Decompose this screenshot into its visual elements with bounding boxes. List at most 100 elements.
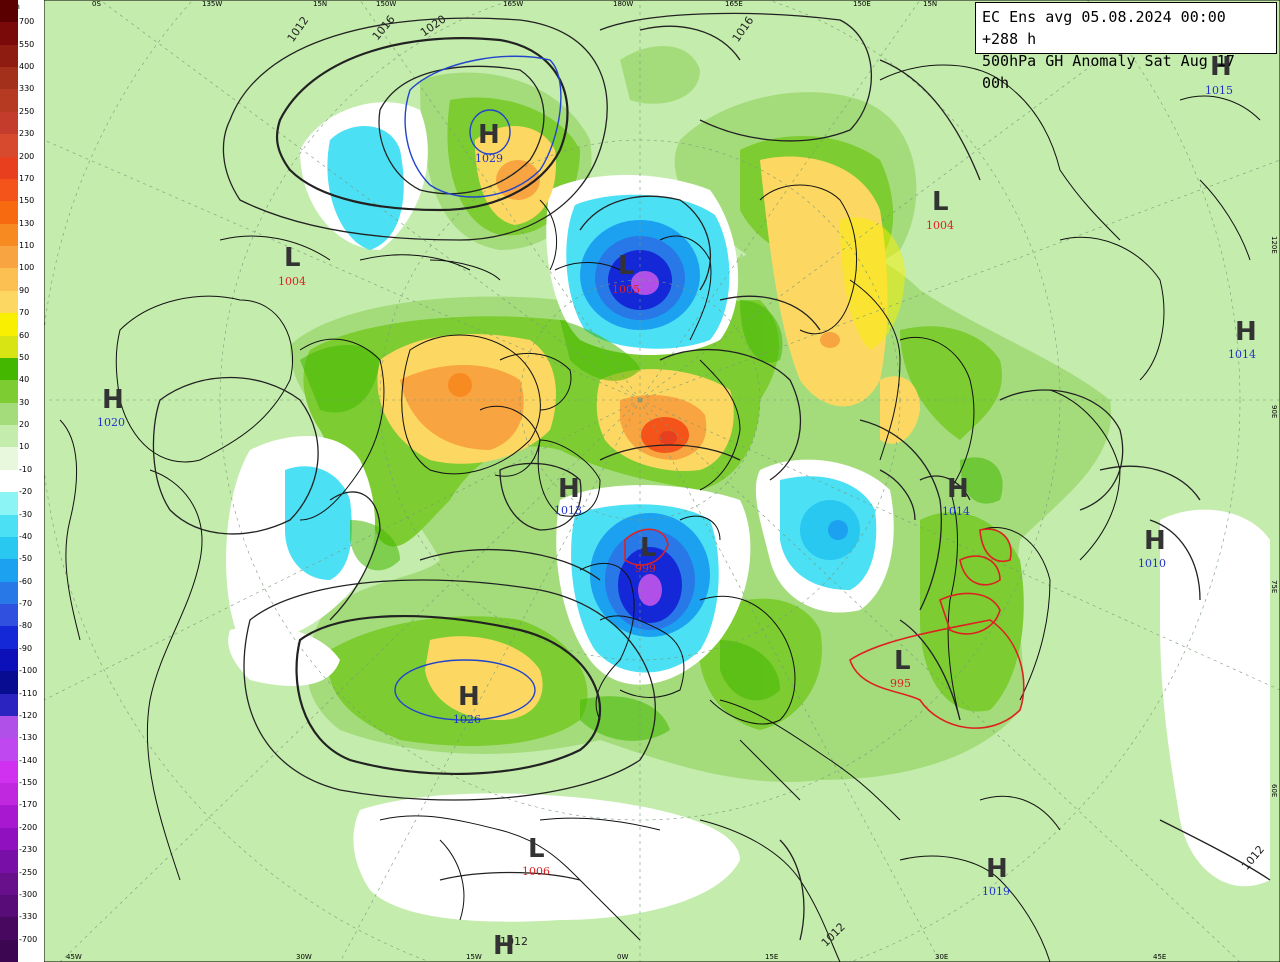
svg-text:180W: 180W: [613, 0, 633, 8]
legend-swatch: [0, 894, 18, 918]
legend-tick-label: 400: [19, 62, 35, 72]
legend-tick-label: -170: [19, 800, 38, 810]
svg-text:1010: 1010: [1138, 557, 1166, 570]
legend-tick-label: 250: [19, 106, 35, 116]
legend-tick-label: 40: [19, 375, 30, 385]
legend-tick-label: -90: [19, 643, 33, 653]
legend-tick-label: -80: [19, 621, 33, 631]
legend-tick-label: 20: [19, 420, 30, 430]
legend-swatch: [0, 626, 18, 650]
legend-tick-label: 150: [19, 196, 35, 206]
anomaly-map: 0S 135W 15N 150W 165W 180W 165E 150E 15N…: [44, 0, 1280, 962]
legend-swatch: [0, 604, 18, 627]
svg-text:999: 999: [635, 562, 656, 575]
svg-text:1020: 1020: [97, 416, 125, 429]
svg-text:H: H: [986, 854, 1008, 884]
high-contours: [394, 55, 562, 721]
svg-text:0S: 0S: [92, 0, 101, 8]
legend-tick-label: 100: [19, 263, 35, 273]
legend-swatch: [0, 290, 18, 314]
svg-text:1019: 1019: [982, 885, 1010, 898]
legend-swatch: [0, 738, 18, 762]
svg-text:1004: 1004: [278, 275, 306, 288]
legend-tick-label: -40: [19, 531, 33, 541]
legend-tick-label: 70: [19, 308, 30, 318]
svg-text:L: L: [528, 834, 545, 864]
legend-tick-label: -60: [19, 576, 33, 586]
anomaly-field-warm: [377, 126, 920, 720]
svg-text:H: H: [1144, 526, 1166, 556]
legend-swatch: [0, 805, 18, 829]
svg-text:30E: 30E: [935, 953, 948, 961]
legend-tick-label: -10: [19, 464, 33, 474]
legend-swatch: [0, 89, 18, 113]
svg-text:1026: 1026: [453, 713, 481, 726]
svg-text:H: H: [1210, 52, 1232, 82]
svg-text:15N: 15N: [923, 0, 937, 8]
legend-tick-label: -140: [19, 755, 38, 765]
legend-tick-label: -120: [19, 710, 38, 720]
legend-swatch: [0, 402, 18, 426]
legend-swatch: [0, 0, 18, 23]
pressure-center-low: L 1004: [278, 243, 306, 288]
legend-swatch: [0, 917, 18, 941]
legend-swatch: [0, 850, 18, 873]
legend-swatch: [0, 67, 18, 90]
svg-text:995: 995: [890, 677, 911, 690]
legend-swatch: [0, 559, 18, 583]
svg-text:150W: 150W: [376, 0, 396, 8]
legend-swatch: [0, 44, 18, 68]
title-line-2: 500hPa GH Anomaly Sat Aug 17 00h: [982, 52, 1235, 92]
svg-text:165W: 165W: [503, 0, 523, 8]
svg-text:45E: 45E: [1153, 953, 1166, 961]
svg-text:H: H: [478, 120, 500, 150]
legend-swatch: [0, 111, 18, 135]
legend-tick-label: -130: [19, 733, 38, 743]
legend-swatch: [0, 715, 18, 739]
legend-tick-label: 550: [19, 39, 35, 49]
legend-tick-label: 30: [19, 397, 30, 407]
legend-swatch: [0, 514, 18, 538]
legend-tick-label: -30: [19, 509, 33, 519]
pressure-center-high: H: [493, 931, 515, 961]
svg-text:120E: 120E: [1270, 236, 1278, 254]
legend-swatch: [0, 760, 18, 784]
legend-tick-label: 130: [19, 218, 35, 228]
legend-tick-label: 60: [19, 330, 30, 340]
legend-swatch: [0, 939, 18, 962]
legend-swatch: [0, 22, 18, 46]
svg-text:L: L: [894, 646, 911, 676]
legend-swatch: [0, 492, 18, 516]
legend-tick-label: -150: [19, 778, 38, 788]
legend-tick-label: 10: [19, 442, 30, 452]
legend-tick-label: -70: [19, 599, 33, 609]
legend-tick-label: -100: [19, 666, 38, 676]
svg-text:L: L: [618, 251, 635, 281]
pressure-center-high: H 1029: [475, 120, 503, 165]
legend-tick-label: -50: [19, 554, 33, 564]
legend-swatch: [0, 335, 18, 359]
title-line-1: EC Ens avg 05.08.2024 00:00 +288 h: [982, 8, 1226, 48]
legend-tick-label: -20: [19, 487, 33, 497]
svg-text:1004: 1004: [926, 219, 954, 232]
svg-text:H: H: [947, 474, 969, 504]
color-legend: gpm: [0, 0, 20, 962]
legend-tick-label: 50: [19, 352, 30, 362]
legend-swatch: [0, 872, 18, 896]
svg-text:150E: 150E: [853, 0, 871, 8]
legend-swatch: [0, 671, 18, 695]
svg-text:75E: 75E: [1270, 580, 1278, 593]
legend-swatch: [0, 134, 18, 158]
svg-text:1014: 1014: [1228, 348, 1256, 361]
svg-text:H: H: [558, 474, 580, 504]
svg-text:L: L: [640, 533, 657, 563]
legend-tick-label: -330: [19, 912, 38, 922]
